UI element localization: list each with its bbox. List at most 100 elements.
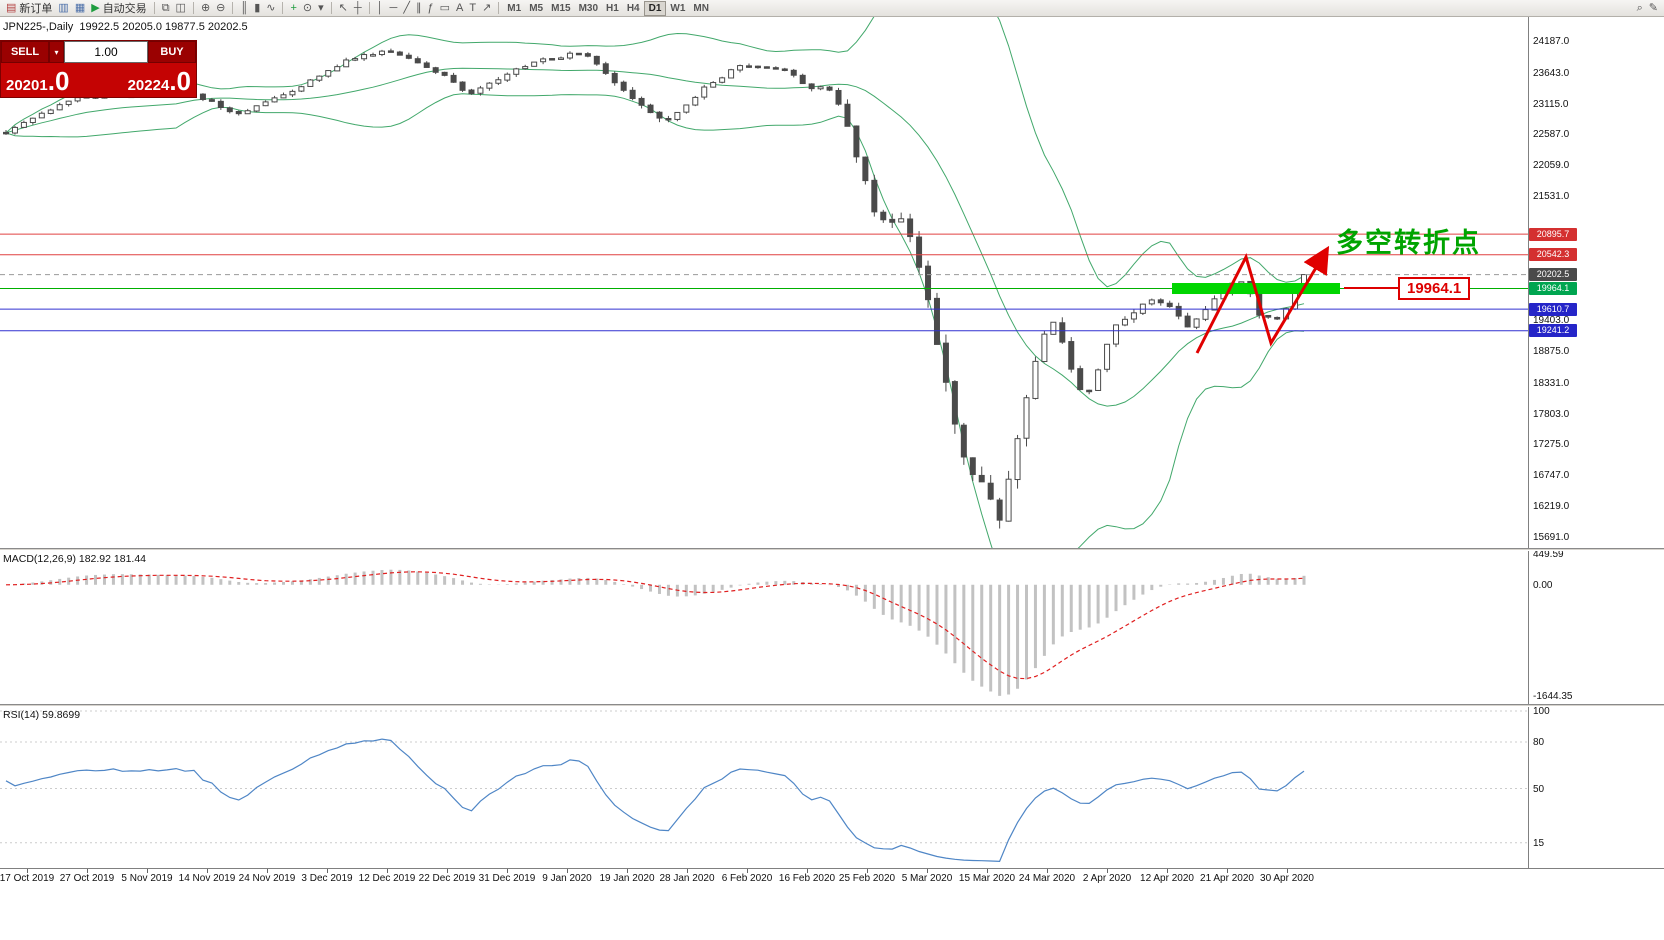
- date-label: 17 Oct 2019: [0, 873, 55, 884]
- date-label: 9 Jan 2020: [542, 873, 592, 884]
- price-tick-label: 16747.0: [1533, 470, 1570, 482]
- date-tick: [987, 869, 988, 873]
- crosshair-button[interactable]: ┼: [351, 1, 365, 16]
- tile-windows-button[interactable]: ⧉: [159, 1, 173, 16]
- timeframe-w1[interactable]: W1: [670, 2, 686, 14]
- date-label: 5 Mar 2020: [901, 873, 953, 884]
- auto-trading-button[interactable]: ▶ 自动交易: [88, 1, 149, 16]
- volume-dropdown-icon[interactable]: ▾: [49, 41, 64, 63]
- edit-icon: ✎: [1648, 1, 1658, 14]
- zoom-in-icon: ⊕: [200, 1, 211, 14]
- new-chart-button[interactable]: ▥: [55, 1, 71, 16]
- date-tick: [27, 869, 28, 873]
- bars-chart-icon: ║: [240, 1, 249, 14]
- price-callout-box[interactable]: 19964.1: [1398, 277, 1471, 300]
- cascade-windows-icon: ◫: [175, 1, 186, 14]
- search-button[interactable]: ⌕: [1634, 1, 1646, 16]
- date-tick: [387, 869, 388, 873]
- timeframe-m30[interactable]: M30: [578, 2, 599, 14]
- text-button[interactable]: A: [453, 1, 466, 16]
- zoom-out-button[interactable]: ⊖: [213, 1, 228, 16]
- arrows-button[interactable]: ↗: [479, 1, 494, 16]
- date-tick: [87, 869, 88, 873]
- toolbar: ▤ 新订单 ▥ ▦ ▶ 自动交易 ⧉ ◫ ⊕ ⊖ ║ ▮ ∿ + ⊙ ▾ ↖ ┼ │ ─ ╱ ∥ ƒ ▭ A T ↗ M1 M5 M15 M…: [0, 0, 1664, 17]
- price-tick-label: 23115.0: [1533, 98, 1569, 110]
- label-icon: T: [469, 1, 477, 14]
- date-tick: [327, 869, 328, 873]
- edit-button[interactable]: ✎: [1646, 1, 1661, 16]
- rsi-axis-label: 80: [1533, 737, 1545, 748]
- date-tick: [1047, 869, 1048, 873]
- date-tick: [927, 869, 928, 873]
- date-tick: [207, 869, 208, 873]
- timeframe-m1[interactable]: M1: [507, 2, 522, 14]
- toolbar-separator: [282, 2, 284, 14]
- date-label: 5 Nov 2019: [121, 873, 173, 884]
- macd-label: MACD(12,26,9) 182.92 181.44: [3, 553, 147, 565]
- volume-input[interactable]: [64, 41, 148, 63]
- date-tick: [1287, 869, 1288, 873]
- new-chart-icon: ▥: [58, 1, 69, 14]
- zoom-in-button[interactable]: ⊕: [198, 1, 213, 16]
- periods-button[interactable]: ⊙: [300, 1, 315, 16]
- date-label: 14 Nov 2019: [178, 873, 236, 884]
- price-tick-label: 23643.0: [1533, 67, 1570, 79]
- shapes-button[interactable]: ▭: [437, 1, 453, 16]
- price-tick-label: 17803.0: [1533, 408, 1570, 420]
- new-order-button[interactable]: ▤ 新订单: [3, 1, 55, 16]
- templates-icon: ▾: [318, 1, 324, 14]
- auto-trading-button-label: 自动交易: [102, 3, 147, 15]
- timeframe-h4[interactable]: H4: [626, 2, 640, 14]
- cascade-windows-button[interactable]: ◫: [173, 1, 189, 16]
- chart-text-annotation[interactable]: 多空转折点: [1336, 228, 1481, 258]
- indicators-icon: +: [290, 1, 297, 14]
- panel-splitter-macd[interactable]: [0, 548, 1664, 551]
- price-label-chip: 20202.5: [1529, 268, 1577, 282]
- toolbar-separator: [192, 2, 194, 14]
- label-button[interactable]: T: [466, 1, 479, 16]
- vertical-line-button[interactable]: │: [374, 1, 387, 16]
- arrows-icon: ↗: [482, 1, 492, 14]
- timeframe-d1[interactable]: D1: [643, 0, 667, 16]
- bars-chart-button[interactable]: ║: [237, 1, 251, 16]
- crosshair-icon: ┼: [353, 1, 362, 14]
- indicators-button[interactable]: +: [287, 1, 299, 16]
- sell-button[interactable]: SELL: [1, 41, 49, 63]
- date-tick: [507, 869, 508, 873]
- trendline-icon: ╱: [403, 1, 410, 14]
- buy-price: 20224.0: [127, 66, 191, 96]
- price-label-chip: 19241.2: [1529, 324, 1577, 338]
- fibonacci-button[interactable]: ƒ: [424, 1, 436, 16]
- candlestick-chart-button[interactable]: ▮: [251, 1, 263, 16]
- price-chart[interactable]: [0, 17, 1528, 549]
- trendline-button[interactable]: ╱: [400, 1, 413, 16]
- channel-button[interactable]: ∥: [413, 1, 425, 16]
- buy-button[interactable]: BUY: [148, 41, 196, 63]
- price-label-chip: 20542.3: [1529, 248, 1577, 262]
- macd-axis-label: 449.59: [1533, 549, 1564, 561]
- templates-button[interactable]: ▾: [315, 1, 327, 16]
- profiles-button[interactable]: ▦: [72, 1, 88, 16]
- date-tick: [627, 869, 628, 873]
- date-tick: [1227, 869, 1228, 873]
- line-chart-button[interactable]: ∿: [263, 1, 278, 16]
- horizontal-line-button[interactable]: ─: [387, 1, 401, 16]
- timeframe-mn[interactable]: MN: [693, 2, 709, 14]
- timeframe-m5[interactable]: M5: [529, 2, 544, 14]
- timeframe-m15[interactable]: M15: [551, 2, 571, 14]
- price-tick-label: 24187.0: [1533, 35, 1570, 47]
- price-tick-label: 22059.0: [1533, 160, 1570, 172]
- date-label: 22 Dec 2019: [418, 873, 476, 884]
- cursor-button[interactable]: ↖: [336, 1, 351, 16]
- rsi-axis-label: 100: [1533, 706, 1550, 717]
- toolbar-separator: [330, 2, 332, 14]
- channel-icon: ∥: [415, 1, 422, 14]
- time-axis[interactable]: 17 Oct 2019 27 Oct 2019 5 Nov 2019 14 Nov 2…: [0, 868, 1664, 886]
- date-label: 12 Dec 2019: [358, 873, 416, 884]
- price-tick-label: 15691.0: [1533, 531, 1570, 543]
- date-label: 12 Apr 2020: [1140, 873, 1194, 884]
- timeframe-h1[interactable]: H1: [606, 2, 619, 14]
- panel-splitter-rsi[interactable]: [0, 704, 1664, 707]
- date-tick: [687, 869, 688, 873]
- chart-ohlc-header: JPN225-,Daily 19922.5 20205.0 19877.5 20…: [3, 21, 248, 33]
